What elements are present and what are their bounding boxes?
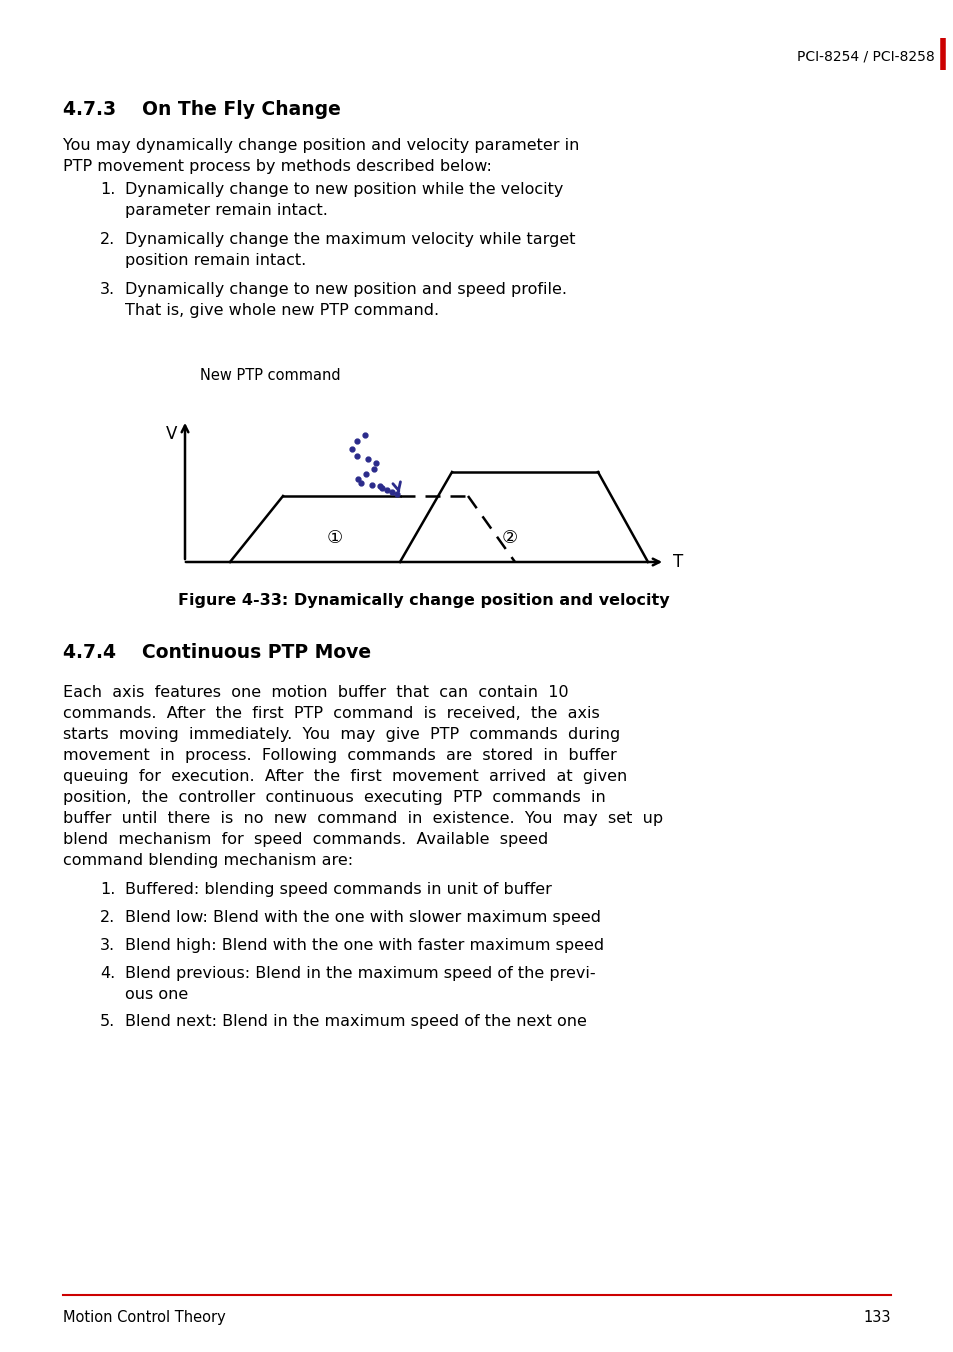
Text: T: T [672,553,682,571]
Text: position remain intact.: position remain intact. [125,253,306,268]
Text: 1.: 1. [100,882,115,896]
Text: New PTP command: New PTP command [200,368,340,383]
Text: 4.: 4. [100,965,115,982]
Text: V: V [166,425,177,443]
Text: Dynamically change to new position while the velocity: Dynamically change to new position while… [125,183,563,197]
Text: That is, give whole new PTP command.: That is, give whole new PTP command. [125,303,438,318]
Text: 4.7.3    On The Fly Change: 4.7.3 On The Fly Change [63,100,340,119]
Text: buffer  until  there  is  no  new  command  in  existence.  You  may  set  up: buffer until there is no new command in … [63,811,662,826]
Text: 2.: 2. [100,233,115,247]
Text: starts  moving  immediately.  You  may  give  PTP  commands  during: starts moving immediately. You may give … [63,727,619,742]
Text: blend  mechanism  for  speed  commands.  Available  speed: blend mechanism for speed commands. Avai… [63,831,548,846]
Text: PTP movement process by methods described below:: PTP movement process by methods describe… [63,160,492,174]
Text: ②: ② [501,529,517,548]
Text: 133: 133 [862,1310,890,1325]
Text: 1.: 1. [100,183,115,197]
Text: command blending mechanism are:: command blending mechanism are: [63,853,353,868]
Text: Blend high: Blend with the one with faster maximum speed: Blend high: Blend with the one with fast… [125,938,603,953]
Text: You may dynamically change position and velocity parameter in: You may dynamically change position and … [63,138,578,153]
Text: queuing  for  execution.  After  the  first  movement  arrived  at  given: queuing for execution. After the first m… [63,769,626,784]
Text: Figure 4-33: Dynamically change position and velocity: Figure 4-33: Dynamically change position… [178,594,669,608]
Text: Each  axis  features  one  motion  buffer  that  can  contain  10: Each axis features one motion buffer tha… [63,685,568,700]
Text: commands.  After  the  first  PTP  command  is  received,  the  axis: commands. After the first PTP command is… [63,706,599,721]
Text: Buffered: blending speed commands in unit of buffer: Buffered: blending speed commands in uni… [125,882,551,896]
Text: position,  the  controller  continuous  executing  PTP  commands  in: position, the controller continuous exec… [63,790,605,804]
Text: movement  in  process.  Following  commands  are  stored  in  buffer: movement in process. Following commands … [63,748,616,763]
Text: Blend low: Blend with the one with slower maximum speed: Blend low: Blend with the one with slowe… [125,910,600,925]
Text: 5.: 5. [100,1014,115,1029]
Text: Dynamically change to new position and speed profile.: Dynamically change to new position and s… [125,283,566,297]
Text: ①: ① [327,529,343,548]
Text: Blend previous: Blend in the maximum speed of the previ-: Blend previous: Blend in the maximum spe… [125,965,595,982]
Text: ous one: ous one [125,987,188,1002]
Text: parameter remain intact.: parameter remain intact. [125,203,328,218]
Text: 3.: 3. [100,938,115,953]
Text: Dynamically change the maximum velocity while target: Dynamically change the maximum velocity … [125,233,575,247]
Text: 2.: 2. [100,910,115,925]
Text: 3.: 3. [100,283,115,297]
Text: 4.7.4    Continuous PTP Move: 4.7.4 Continuous PTP Move [63,644,371,662]
Text: Blend next: Blend in the maximum speed of the next one: Blend next: Blend in the maximum speed o… [125,1014,586,1029]
Text: Motion Control Theory: Motion Control Theory [63,1310,226,1325]
Text: PCI-8254 / PCI-8258: PCI-8254 / PCI-8258 [797,50,934,64]
